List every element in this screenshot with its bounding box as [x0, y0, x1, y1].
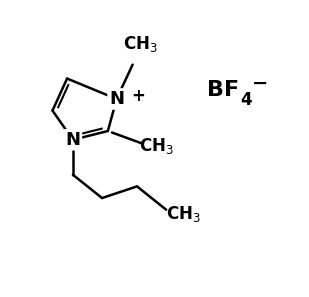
- Text: 4: 4: [240, 91, 252, 109]
- Text: CH$_3$: CH$_3$: [123, 34, 157, 54]
- Text: −: −: [252, 73, 269, 92]
- Text: BF: BF: [207, 80, 239, 100]
- Text: CH$_3$: CH$_3$: [139, 136, 174, 156]
- Text: N: N: [66, 131, 80, 149]
- Text: +: +: [132, 87, 146, 105]
- Text: CH$_3$: CH$_3$: [166, 204, 201, 224]
- Text: N: N: [109, 90, 124, 108]
